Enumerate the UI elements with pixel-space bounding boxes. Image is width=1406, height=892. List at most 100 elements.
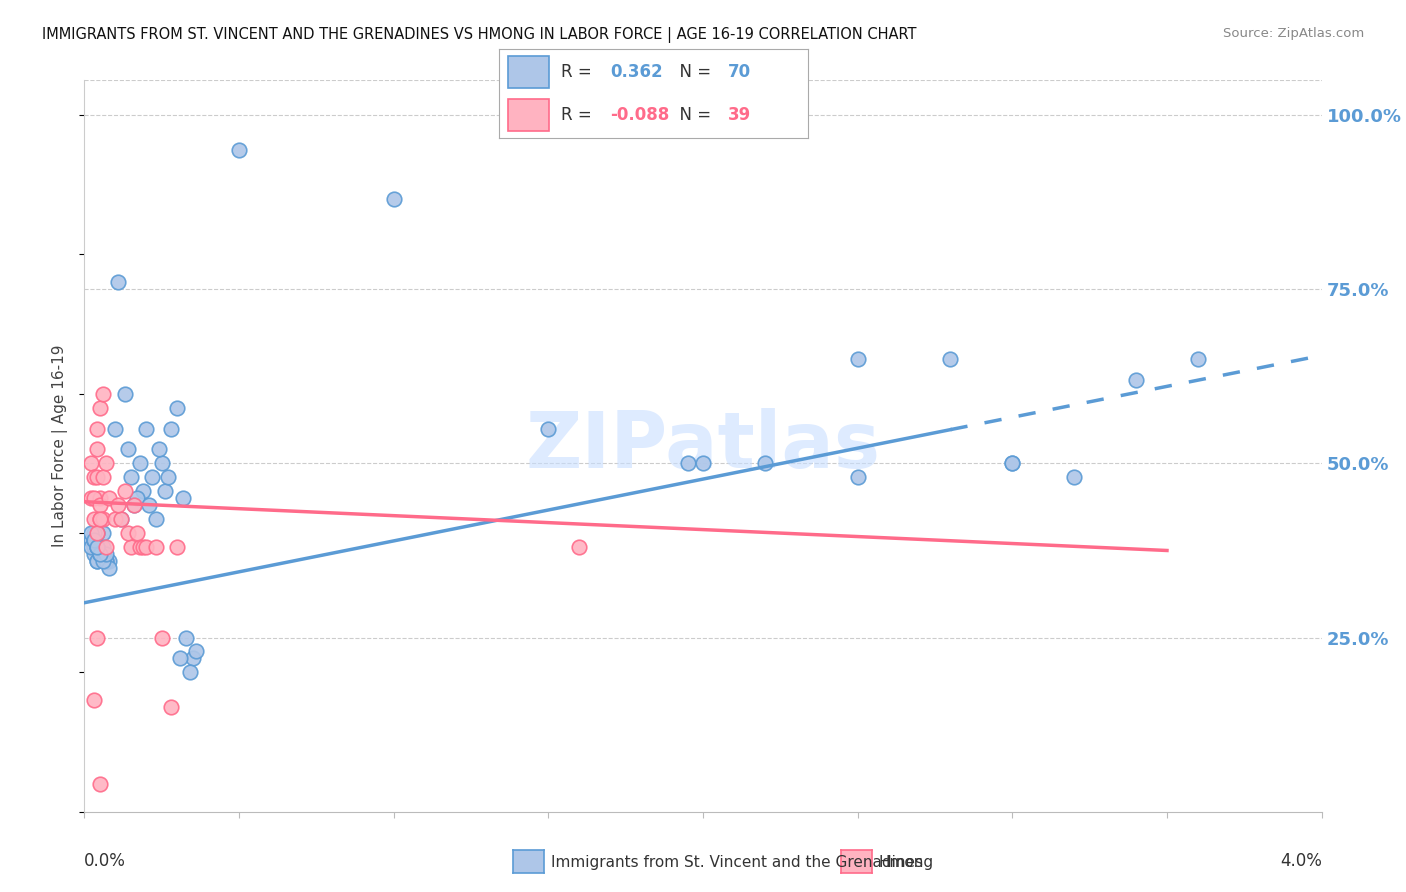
Point	[86, 554, 108, 568]
Text: R =: R =	[561, 63, 602, 81]
Point	[83, 533, 105, 547]
Point	[179, 665, 201, 680]
Point	[129, 540, 152, 554]
Point	[148, 442, 170, 457]
Point	[83, 533, 105, 547]
Point	[98, 491, 121, 506]
Point	[117, 442, 139, 457]
Point	[89, 547, 111, 561]
Point	[91, 554, 114, 568]
Point	[104, 421, 127, 435]
Point	[89, 547, 111, 561]
Point	[86, 554, 108, 568]
Point	[83, 491, 105, 506]
Point	[1001, 457, 1024, 471]
Point	[86, 526, 108, 541]
Point	[91, 526, 114, 541]
Point	[176, 631, 198, 645]
Point	[846, 470, 869, 484]
Point	[79, 491, 101, 506]
Point	[129, 457, 152, 471]
Point	[160, 421, 183, 435]
Point	[89, 498, 111, 512]
Point	[104, 512, 127, 526]
Point	[169, 651, 191, 665]
Point	[122, 498, 145, 512]
Point	[228, 143, 250, 157]
Point	[94, 457, 117, 471]
Point	[79, 457, 101, 471]
Point	[1125, 373, 1147, 387]
Point	[89, 512, 111, 526]
Point	[110, 512, 132, 526]
Text: 39: 39	[728, 106, 751, 124]
Point	[172, 491, 194, 506]
Text: Hmong: Hmong	[879, 855, 934, 870]
Point	[107, 498, 129, 512]
Point	[83, 526, 105, 541]
Point	[98, 554, 121, 568]
Point	[91, 470, 114, 484]
Point	[132, 484, 155, 499]
Point	[89, 547, 111, 561]
Point	[86, 540, 108, 554]
Text: 4.0%: 4.0%	[1279, 852, 1322, 870]
Point	[83, 540, 105, 554]
Text: 0.362: 0.362	[610, 63, 664, 81]
Point	[83, 533, 105, 547]
Text: N =: N =	[669, 63, 717, 81]
Point	[184, 644, 207, 658]
Point	[86, 540, 108, 554]
Point	[89, 547, 111, 561]
Point	[91, 512, 114, 526]
Point	[86, 540, 108, 554]
Point	[79, 526, 101, 541]
Point	[135, 421, 157, 435]
Point	[86, 470, 108, 484]
Point	[91, 540, 114, 554]
Point	[94, 547, 117, 561]
Point	[125, 526, 148, 541]
Point	[122, 498, 145, 512]
Point	[83, 470, 105, 484]
Point	[382, 192, 405, 206]
Point	[145, 540, 167, 554]
Point	[94, 554, 117, 568]
Point	[89, 401, 111, 415]
Text: R =: R =	[561, 106, 598, 124]
Bar	[509, 99, 548, 131]
Point	[86, 526, 108, 541]
Text: IMMIGRANTS FROM ST. VINCENT AND THE GRENADINES VS HMONG IN LABOR FORCE | AGE 16-: IMMIGRANTS FROM ST. VINCENT AND THE GREN…	[42, 27, 917, 43]
Text: 0.0%: 0.0%	[84, 852, 127, 870]
Point	[86, 421, 108, 435]
Point	[568, 540, 591, 554]
Point	[107, 275, 129, 289]
Point	[1063, 470, 1085, 484]
Point	[160, 700, 183, 714]
Point	[692, 457, 714, 471]
Point	[537, 421, 560, 435]
Point	[94, 540, 117, 554]
Point	[79, 540, 101, 554]
Point	[98, 561, 121, 575]
Bar	[509, 56, 548, 88]
Point	[117, 526, 139, 541]
Point	[120, 540, 142, 554]
Point	[138, 498, 160, 512]
Point	[86, 442, 108, 457]
Point	[141, 470, 163, 484]
Point	[83, 547, 105, 561]
Point	[166, 401, 188, 415]
Point	[86, 631, 108, 645]
Text: 70: 70	[728, 63, 751, 81]
Text: Immigrants from St. Vincent and the Grenadines: Immigrants from St. Vincent and the Gren…	[551, 855, 924, 870]
Point	[91, 547, 114, 561]
Point	[83, 693, 105, 707]
Point	[89, 777, 111, 791]
Point	[150, 631, 173, 645]
Point	[91, 547, 114, 561]
Point	[150, 457, 173, 471]
Point	[132, 540, 155, 554]
Point	[181, 651, 204, 665]
Point	[939, 351, 962, 366]
